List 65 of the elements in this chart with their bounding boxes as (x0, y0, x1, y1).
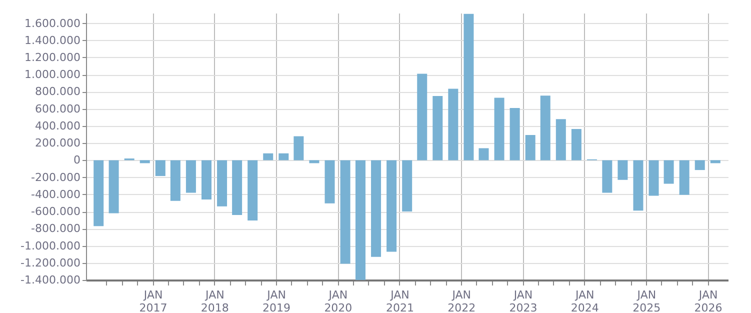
y-tick-label: 400.000 (35, 119, 80, 132)
x-tick-label: JAN 2020 (324, 288, 352, 313)
bar (478, 148, 489, 160)
bar (155, 160, 166, 176)
y-tick-label: 1.000.000 (24, 68, 80, 82)
y-tick-label: 0 (74, 154, 80, 167)
bar (170, 160, 180, 201)
bar (618, 160, 628, 180)
x-tick-label: JAN 2023 (509, 288, 538, 313)
bar (217, 160, 228, 206)
bar (186, 160, 196, 193)
y-tick-label: -200.000 (31, 170, 80, 184)
y-tick-label: -1.200.000 (20, 256, 80, 270)
x-tick-label: JAN 2026 (694, 288, 722, 313)
bar (556, 119, 566, 160)
bar (340, 160, 350, 264)
bar (278, 153, 289, 160)
bar (386, 160, 397, 252)
y-tick-label: 800.000 (35, 85, 80, 98)
y-tick-label: -400.000 (31, 188, 80, 201)
bar (324, 160, 335, 204)
x-tick-label: JAN 2024 (570, 288, 599, 313)
bar (432, 96, 443, 160)
x-tick-label: JAN 2017 (139, 288, 168, 313)
x-tick-label: JAN 2025 (632, 288, 661, 313)
y-tick-label: -800.000 (31, 222, 80, 236)
bar (540, 96, 550, 160)
bar (232, 160, 242, 215)
x-tick-label: JAN 2019 (262, 288, 291, 313)
bar (633, 160, 644, 211)
bar (464, 14, 474, 160)
x-tick-label: JAN 2018 (200, 288, 229, 313)
bar (448, 88, 458, 160)
bar (648, 160, 659, 196)
x-tick-label: JAN 2022 (448, 288, 476, 313)
bar (355, 160, 366, 280)
bar (201, 160, 212, 200)
bar (309, 160, 320, 164)
bar (371, 160, 382, 257)
bar (679, 160, 690, 195)
y-tick-label: 600.000 (35, 102, 80, 116)
bar (710, 160, 720, 164)
bar (402, 160, 412, 212)
bar (263, 153, 274, 160)
y-tick-label: 200.000 (35, 136, 80, 150)
bar (510, 108, 520, 160)
bar (571, 128, 582, 160)
bar (602, 160, 612, 193)
bar (108, 160, 119, 214)
bar (525, 134, 536, 160)
bar (294, 136, 304, 160)
y-tick-label: 1.200.000 (24, 51, 80, 64)
y-tick-label: 1.600.000 (24, 16, 80, 30)
y-tick-label: -1.000.000 (20, 239, 80, 252)
y-tick-label: -1.400.000 (20, 274, 80, 286)
y-tick-label: 1.400.000 (24, 34, 80, 47)
bar (417, 74, 428, 160)
bar (94, 160, 104, 226)
bar (494, 98, 504, 160)
x-tick-label: JAN 2021 (386, 288, 414, 313)
bar (140, 160, 150, 164)
bar (248, 160, 258, 221)
y-tick-label: -600.000 (31, 205, 80, 218)
bar (694, 160, 705, 170)
bar (664, 160, 674, 184)
